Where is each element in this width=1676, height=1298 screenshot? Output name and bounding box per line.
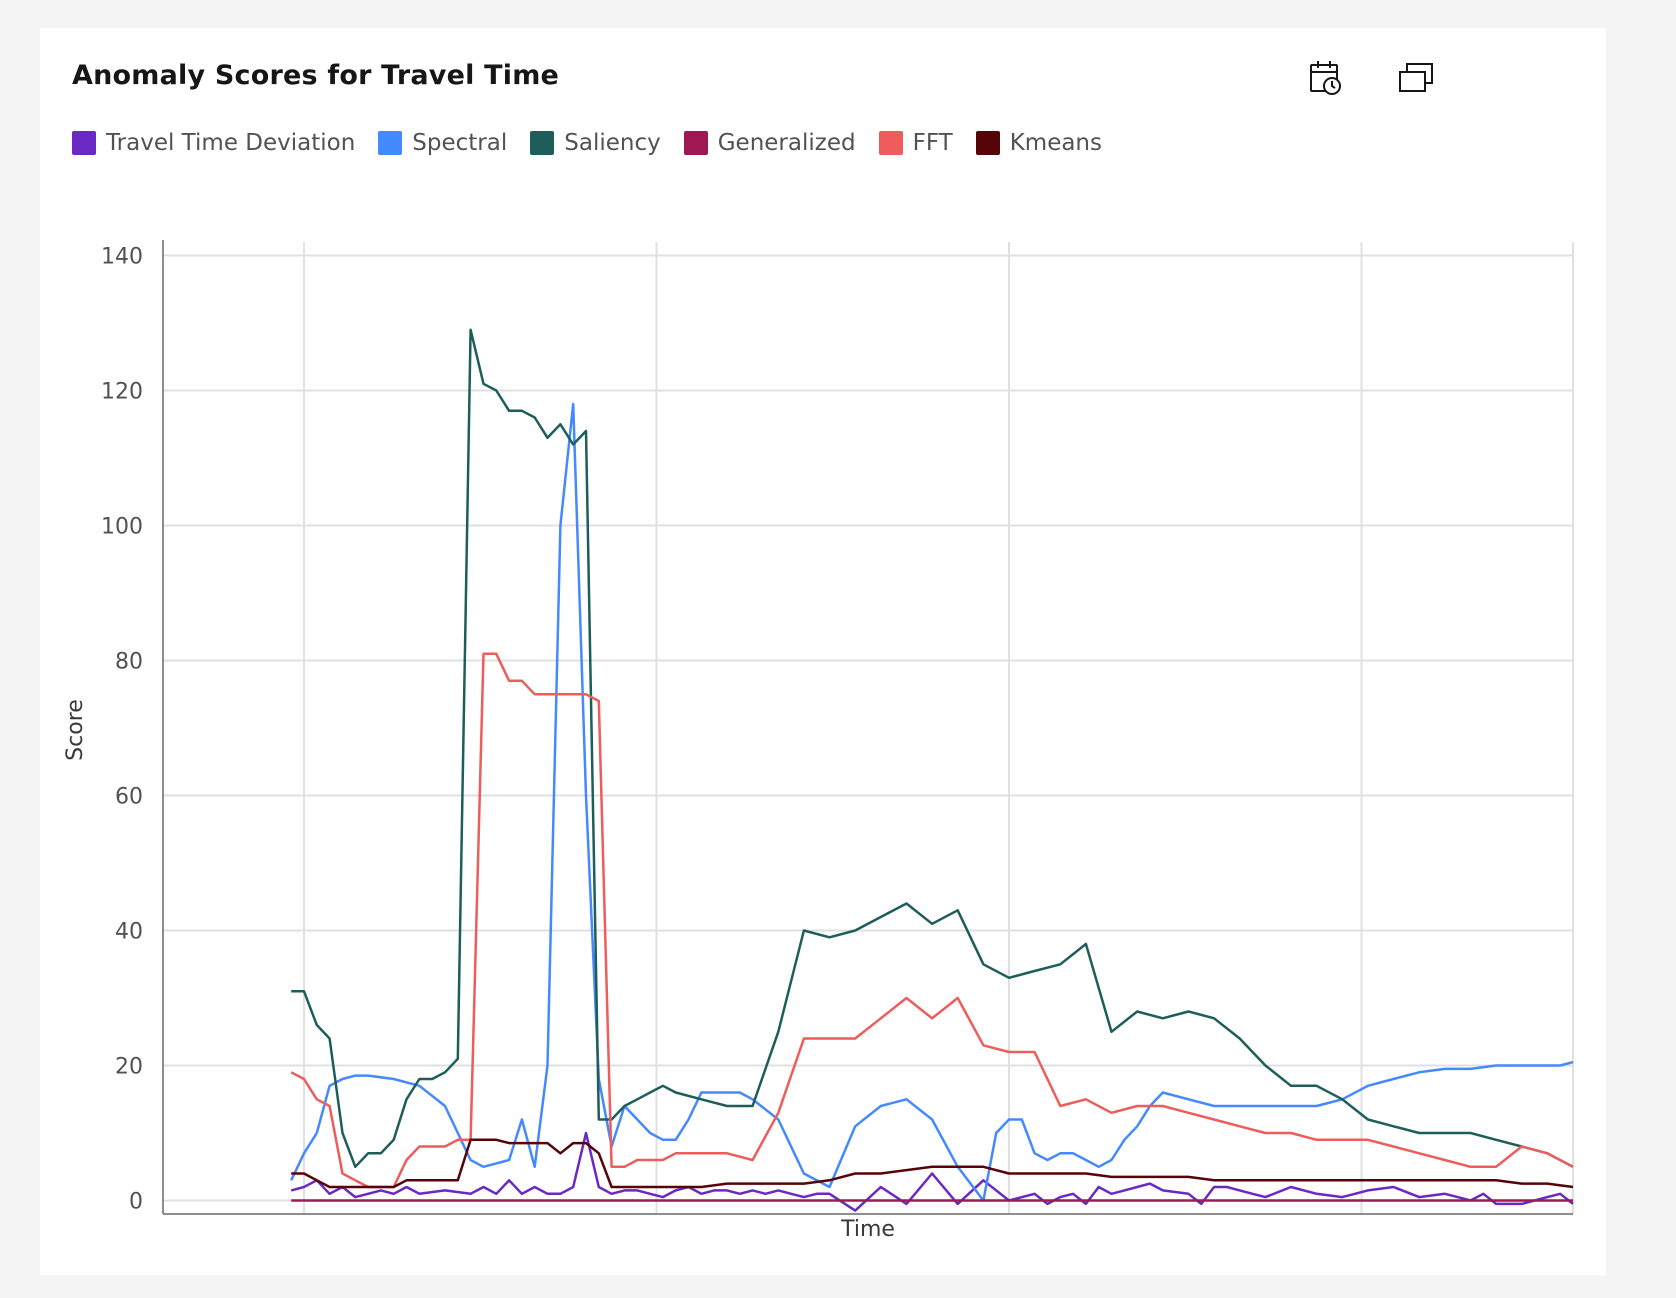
y-tick-label: 20 (115, 1055, 143, 1080)
chart-card: Anomaly Scores for Travel Time Travel Ti… (40, 28, 1606, 1275)
legend-item[interactable]: Generalized (683, 130, 856, 156)
y-tick-label: 140 (101, 245, 143, 270)
y-tick-label: 60 (115, 785, 143, 810)
maximize-window-icon[interactable] (1392, 54, 1440, 102)
legend-item[interactable]: Kmeans (975, 130, 1102, 156)
series-line-fft[interactable] (290, 652, 1574, 1189)
series-line-spectral[interactable] (290, 402, 1574, 1202)
series-layer (290, 328, 1574, 1212)
chart-legend: Travel Time Deviation Spectral Saliency … (72, 130, 1125, 156)
legend-item[interactable]: FFT (878, 130, 953, 156)
legend-swatch (975, 131, 1000, 155)
y-axis-label: Score (63, 699, 88, 761)
legend-item[interactable]: Spectral (378, 130, 507, 156)
legend-item[interactable]: Saliency (530, 130, 661, 156)
chart-title: Anomaly Scores for Travel Time (72, 60, 560, 91)
calendar-clock-icon[interactable] (1302, 54, 1350, 102)
y-tick-label: 0 (129, 1190, 143, 1215)
x-axis-label: Time (840, 1217, 895, 1242)
legend-swatch (72, 131, 96, 155)
y-tick-label: 100 (101, 515, 143, 540)
legend-swatch (878, 131, 903, 155)
line-chart: 0 20 40 60 80 100 120 140 Time Score (63, 240, 1574, 1242)
series-line-saliency[interactable] (291, 328, 1574, 1169)
legend-label: Saliency (564, 130, 661, 156)
legend-label: FFT (912, 130, 953, 156)
y-tick-label: 80 (115, 650, 143, 675)
legend-swatch (378, 131, 403, 155)
legend-swatch (683, 131, 708, 155)
grid (163, 242, 1574, 1214)
series-line-travel-time-deviation[interactable] (290, 1131, 1574, 1212)
y-tick-label: 120 (101, 380, 143, 405)
legend-label: Kmeans (1009, 130, 1102, 156)
legend-label: Travel Time Deviation (106, 130, 356, 156)
legend-label: Spectral (412, 130, 508, 156)
legend-swatch (530, 131, 555, 155)
series-line-kmeans[interactable] (291, 1138, 1574, 1189)
legend-label: Generalized (717, 130, 856, 156)
axes: 0 20 40 60 80 100 120 140 (101, 240, 1573, 1215)
y-tick-label: 40 (115, 920, 143, 945)
legend-item[interactable]: Travel Time Deviation (72, 130, 355, 156)
